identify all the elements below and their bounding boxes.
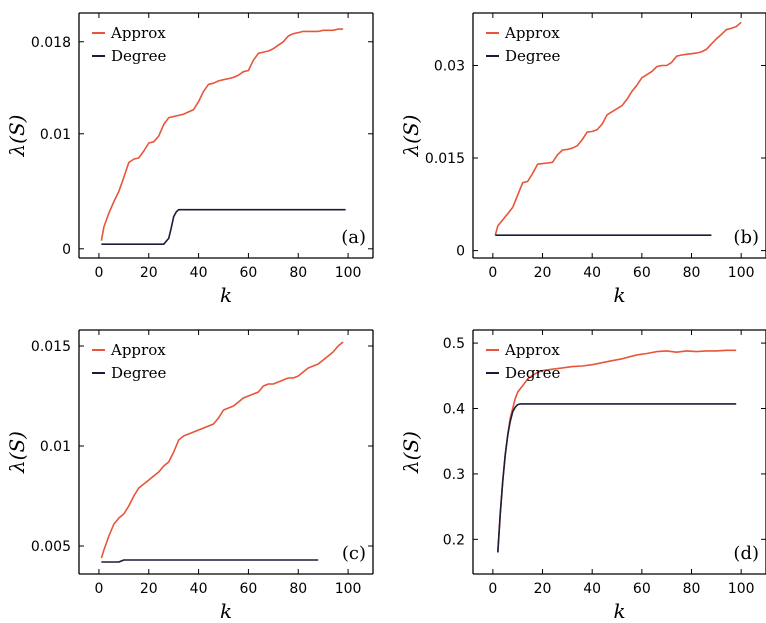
legend-label-degree: Degree — [505, 364, 561, 382]
x-tick-label: 100 — [728, 265, 755, 281]
series-line-degree — [101, 208, 346, 245]
panel-label: (d) — [733, 543, 759, 564]
y-tick-label: 0.01 — [40, 439, 71, 455]
chart-panel-d: 0 20 40 60 80 100 0.2 0.3 0.4 0.5 k λ(S) Approx Degre… — [399, 329, 766, 623]
series-line-approx — [494, 21, 742, 236]
x-tick-label: 0 — [488, 581, 497, 597]
legend-label-approx: Approx — [504, 24, 560, 42]
y-tick-label: 0 — [62, 242, 71, 258]
y-axis-title: λ(S) — [5, 431, 29, 474]
x-tick-label: 0 — [488, 265, 497, 281]
x-tick-label: 40 — [190, 265, 208, 281]
legend-label-approx: Approx — [504, 341, 560, 359]
x-tick-label: 100 — [728, 581, 755, 597]
x-axis-title: k — [613, 599, 625, 623]
x-tick-label: 60 — [240, 581, 258, 597]
x-axis-title: k — [613, 283, 625, 307]
chart-panel-a: 0 20 40 60 80 100 0 0.01 0.018 k λ(S) Approx Degree (… — [5, 12, 374, 307]
y-tick-label: 0 — [456, 244, 465, 260]
x-tick-label: 80 — [289, 265, 307, 281]
y-tick-label: 0.03 — [434, 58, 465, 74]
y-tick-label: 0.005 — [31, 539, 71, 555]
legend-label-approx: Approx — [110, 24, 166, 42]
legend-label-degree: Degree — [111, 47, 167, 65]
x-tick-label: 80 — [683, 581, 701, 597]
x-tick-label: 20 — [534, 265, 552, 281]
y-tick-label: 0.015 — [31, 339, 71, 355]
x-tick-label: 40 — [583, 581, 601, 597]
x-tick-label: 100 — [335, 265, 362, 281]
y-tick-label: 0.4 — [443, 401, 465, 417]
x-tick-label: 80 — [289, 581, 307, 597]
legend-label-degree: Degree — [505, 47, 561, 65]
y-tick-label: 0.5 — [443, 336, 465, 352]
y-tick-label: 0.01 — [40, 127, 71, 143]
legend-label-approx: Approx — [110, 341, 166, 359]
x-axis-title: k — [220, 283, 232, 307]
series-line-approx — [100, 28, 344, 241]
y-tick-label: 0.2 — [443, 532, 465, 548]
panel-label: (a) — [341, 227, 366, 248]
legend-label-degree: Degree — [111, 364, 167, 382]
y-tick-label: 0.018 — [31, 35, 71, 51]
x-axis-title: k — [220, 599, 232, 623]
x-tick-label: 40 — [190, 581, 208, 597]
y-tick-label: 0.015 — [425, 151, 465, 167]
panel-label: (b) — [733, 227, 759, 248]
y-tick-label: 0.3 — [443, 467, 465, 483]
y-axis-title: λ(S) — [5, 115, 29, 158]
series-line-approx — [100, 341, 344, 559]
x-tick-label: 20 — [140, 265, 158, 281]
panel-label: (c) — [342, 543, 366, 564]
series-line-approx — [497, 349, 737, 553]
y-axis-title: λ(S) — [399, 115, 423, 158]
x-tick-label: 0 — [94, 265, 103, 281]
x-tick-label: 40 — [583, 265, 601, 281]
y-axis-title: λ(S) — [399, 431, 423, 474]
series-line-degree — [101, 559, 319, 563]
x-tick-label: 20 — [140, 581, 158, 597]
x-tick-label: 60 — [633, 581, 651, 597]
x-tick-label: 60 — [633, 265, 651, 281]
x-tick-label: 60 — [240, 265, 258, 281]
x-tick-label: 0 — [94, 581, 103, 597]
chart-panel-c: 0 20 40 60 80 100 0.005 0.01 0.015 k λ(S) Approx Deg… — [5, 329, 374, 623]
x-tick-label: 80 — [683, 265, 701, 281]
x-tick-label: 20 — [534, 581, 552, 597]
x-tick-label: 100 — [335, 581, 362, 597]
series-line-degree — [497, 403, 737, 553]
chart-panel-b: 0 20 40 60 80 100 0 0.015 0.03 k λ(S) Approx Degree (… — [399, 12, 766, 307]
